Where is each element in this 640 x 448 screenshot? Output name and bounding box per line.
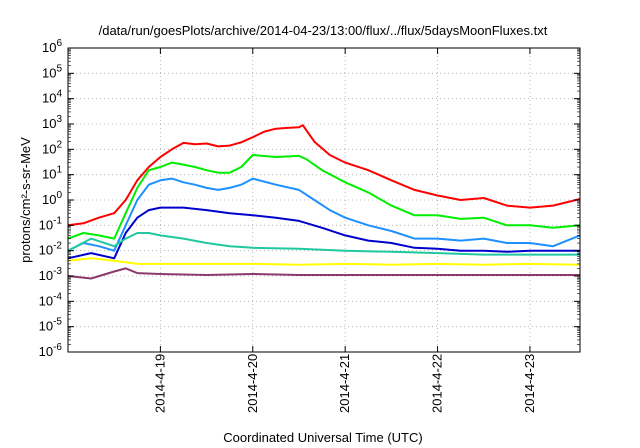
- x-tick-labels: 2014-4-19 2014-4-20 2014-4-21 2014-4-22 2014…: [152, 354, 537, 413]
- y-tick-label: 10-6: [39, 342, 63, 359]
- grid: [68, 48, 580, 352]
- y-tick-label: 104: [42, 89, 62, 106]
- series-line-5: [67, 232, 580, 256]
- y-tick-labels: 10-6 10-5 10-4 10-3 10-2 10-1 100 101 102 103 104 1…: [39, 38, 63, 359]
- y-tick-label: 103: [42, 114, 62, 131]
- series-group: [67, 124, 581, 280]
- y-tick-label: 10-5: [39, 317, 63, 334]
- series-line-6: [67, 257, 581, 266]
- y-tick-label: 10-1: [39, 215, 63, 232]
- series-line-4: [67, 206, 580, 260]
- series-line-3: [67, 177, 581, 252]
- y-tick-label: 100: [42, 190, 62, 207]
- y-tick-label: 10-2: [39, 241, 63, 258]
- y-axis-label: protons/cm²-s-sr-MeV: [18, 137, 33, 263]
- y-tick-label: 106: [42, 38, 62, 55]
- x-tick-label: 2014-4-19: [152, 354, 167, 413]
- y-tick-label: 10-4: [39, 291, 63, 308]
- axis-ticks: [68, 47, 580, 353]
- y-tick-label: 10-3: [39, 266, 63, 283]
- x-tick-label: 2014-4-23: [522, 354, 537, 413]
- x-axis-label: Coordinated Universal Time (UTC): [223, 430, 422, 445]
- y-tick-label: 105: [42, 63, 62, 80]
- y-tick-label: 101: [42, 165, 62, 182]
- series-line-1: [67, 124, 581, 227]
- x-tick-label: 2014-4-22: [430, 354, 445, 413]
- x-tick-label: 2014-4-20: [245, 354, 260, 413]
- series-line-7: [67, 267, 580, 280]
- chart-title: /data/run/goesPlots/archive/2014-04-23/1…: [99, 23, 548, 38]
- x-tick-label: 2014-4-21: [337, 354, 352, 413]
- series-line-2: [67, 154, 581, 240]
- y-tick-label: 102: [42, 139, 62, 156]
